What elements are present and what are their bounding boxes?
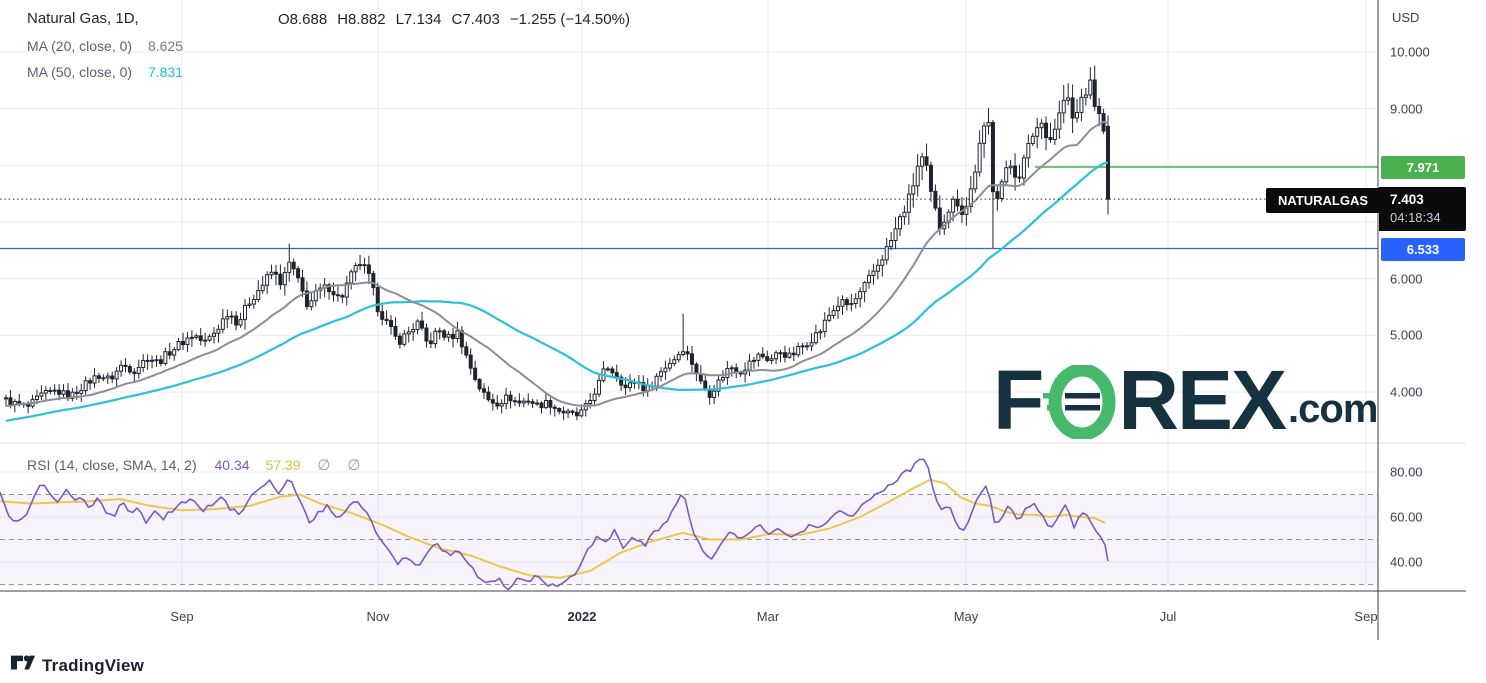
last-price-symbol-badge: NATURALGAS	[1266, 188, 1380, 213]
time-axis-label: Mar	[756, 609, 780, 624]
currency-label: USD	[1392, 10, 1420, 25]
rsi-label: RSI (14, close, SMA, 14, 2)	[27, 457, 197, 473]
forex-letter-f: F	[993, 353, 1044, 447]
tradingview-logo[interactable]: TradingView	[10, 650, 144, 681]
legend-title-row[interactable]: Natural Gas, 1D, O8.688 H8.882 L7.134 C7.40…	[27, 10, 630, 38]
ma50-label: MA (50, close, 0)	[27, 64, 133, 80]
time-axis-label: 2022	[567, 609, 597, 624]
price-axis-label: 9.000	[1390, 101, 1423, 117]
forex-dotcom: .com	[1288, 387, 1378, 431]
ohlc-low: L7.134	[395, 11, 442, 28]
level-badge-green: 7.971	[1381, 156, 1465, 179]
price-axis-label: 4.000	[1390, 384, 1423, 400]
ohlc-values: O8.688 H8.882 L7.134 C7.403 −1.255 (−14.50%)	[278, 11, 640, 28]
symbol-title[interactable]: Natural Gas, 1D,	[27, 10, 139, 27]
rsi-value: 40.34	[214, 457, 250, 473]
rsi-null-value-2: ∅	[347, 457, 361, 474]
price-axis-label: 10.000	[1390, 44, 1430, 60]
time-axis-label: Sep	[170, 609, 194, 624]
rsi-axis-label: 40.00	[1390, 554, 1423, 570]
forex-watermark: F REX .com	[993, 353, 1378, 447]
rsi-sma-value: 57.39	[265, 457, 301, 473]
rsi-axis-label: 60.00	[1390, 509, 1423, 525]
time-axis-label: Sep	[1354, 609, 1378, 624]
ma50-legend-row[interactable]: MA (50, close, 0) 7.831	[27, 64, 183, 90]
tradingview-logo-text: TradingView	[42, 655, 145, 675]
ma20-legend-row[interactable]: MA (20, close, 0) 8.625	[27, 38, 183, 64]
chart-canvas[interactable]	[0, 0, 1486, 643]
price-axis-label: 6.000	[1390, 271, 1423, 287]
ohlc-change: −1.255 (−14.50%)	[509, 11, 630, 28]
rsi-legend-row[interactable]: RSI (14, close, SMA, 14, 2) 40.34 57.39 …	[27, 456, 360, 474]
price-axis-label: 5.000	[1390, 327, 1423, 343]
time-axis-label: Nov	[366, 609, 390, 624]
time-axis-label: May	[953, 609, 979, 624]
ohlc-high: H8.882	[337, 11, 386, 28]
last-price-badge: 7.403 04:18:34	[1379, 187, 1466, 231]
last-price-value: 7.403	[1390, 192, 1424, 207]
ohlc-close: C7.403	[451, 11, 500, 28]
time-axis-label: Jul	[1159, 609, 1177, 624]
ma20-label: MA (20, close, 0)	[27, 38, 133, 54]
tradingview-logo-icon	[10, 650, 36, 681]
rsi-axis-label: 80.00	[1390, 464, 1423, 480]
forex-o-icon	[1043, 363, 1117, 444]
rsi-null-value-1: ∅	[317, 457, 331, 474]
ma50-value: 7.831	[147, 64, 183, 80]
ma20-value: 8.625	[147, 38, 183, 54]
main-legend: Natural Gas, 1D, O8.688 H8.882 L7.134 C7.40…	[27, 10, 630, 90]
ohlc-open: O8.688	[278, 11, 328, 28]
forex-letters-rex: REX	[1118, 353, 1287, 447]
level-badge-blue: 6.533	[1381, 238, 1465, 261]
bar-countdown: 04:18:34	[1390, 210, 1441, 225]
